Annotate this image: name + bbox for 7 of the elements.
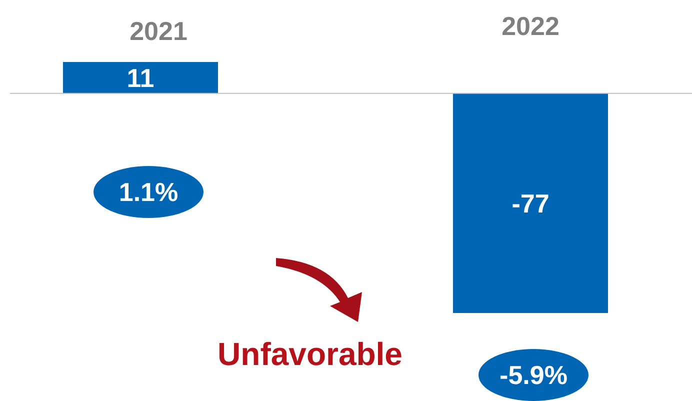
data-label: -77 [512, 188, 550, 218]
text: -5.9% [500, 360, 568, 390]
text: Unfavorable [218, 336, 402, 372]
data-label: 11 [126, 62, 154, 93]
annotation: 1.1% [118, 177, 178, 208]
x-tick-label: 2021 [130, 16, 188, 46]
x-tick-label: 2022 [502, 11, 560, 41]
